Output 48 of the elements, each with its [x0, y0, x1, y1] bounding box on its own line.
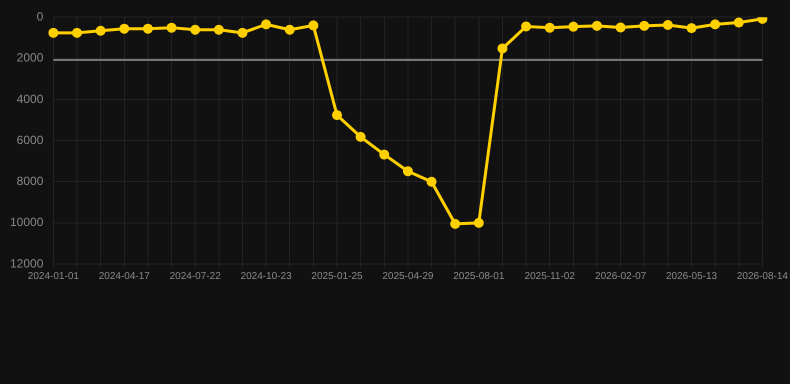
point: [639, 20, 650, 31]
point: [568, 22, 578, 32]
point: [544, 22, 555, 33]
point: [662, 20, 673, 30]
point: [284, 24, 295, 35]
point: [450, 218, 460, 229]
y-tick-label: 10000: [10, 215, 44, 230]
point: [592, 20, 602, 31]
point: [308, 20, 318, 30]
point: [616, 22, 626, 32]
point: [734, 18, 744, 28]
y-tick-label: 2000: [16, 50, 44, 65]
point: [497, 43, 508, 54]
x-tick-label: 2024-07-22: [170, 270, 222, 282]
point: [426, 176, 437, 187]
x-tick-label: 2024-10-23: [240, 270, 292, 282]
point: [48, 28, 58, 38]
y-tick-label: 8000: [16, 174, 44, 188]
y-tick-label: 12000: [10, 256, 44, 270]
point: [261, 19, 272, 30]
x-tick-label: 2025-01-25: [311, 270, 364, 282]
point: [379, 150, 390, 160]
point: [356, 132, 366, 142]
x-tick-label: 2026-02-07: [595, 270, 647, 282]
x-tick-label: 2026-05-13: [666, 270, 718, 282]
point: [190, 24, 200, 35]
y-tick-label: 4000: [16, 92, 44, 106]
point: [237, 28, 248, 38]
y-tick-label: 0: [36, 10, 44, 24]
point: [72, 28, 82, 38]
x-tick-label: 2025-04-29: [382, 270, 434, 282]
point: [142, 24, 153, 34]
point: [402, 166, 413, 176]
point: [710, 19, 720, 30]
x-tick-label: 2024-04-17: [98, 270, 150, 282]
x-tick-label: 2026-08-14: [736, 270, 788, 282]
x-tick-label: 2025-08-01: [453, 270, 505, 282]
point: [119, 24, 130, 34]
point: [214, 24, 224, 35]
x-tick-label: 2024-01-01: [28, 270, 80, 282]
point: [521, 21, 532, 32]
point: [474, 218, 484, 228]
point: [96, 26, 106, 36]
point: [166, 22, 177, 33]
x-tick-label: 2025-11-02: [524, 270, 576, 282]
point: [686, 23, 697, 34]
y-tick-label: 6000: [16, 132, 44, 147]
point: [332, 110, 342, 120]
